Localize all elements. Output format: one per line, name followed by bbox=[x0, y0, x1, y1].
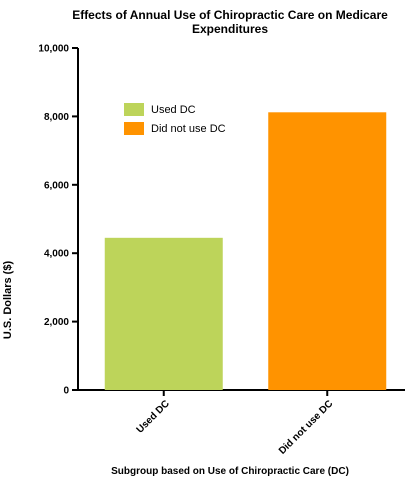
x-tick-label: Used DC bbox=[135, 398, 172, 435]
y-tick-label: 8,000 bbox=[44, 112, 69, 123]
y-tick-label: 4,000 bbox=[44, 249, 69, 260]
y-tick-label: 6,000 bbox=[44, 180, 69, 191]
legend-label-did-not-use-dc: Did not use DC bbox=[151, 122, 226, 135]
y-axis-label: U.S. Dollars ($) bbox=[2, 260, 14, 340]
legend-item-did-not-use-dc: Did not use DC bbox=[124, 119, 226, 138]
legend-item-used-dc: Used DC bbox=[124, 100, 226, 119]
legend-swatch-used-dc bbox=[124, 103, 144, 116]
bar-did-not-use-dc bbox=[268, 112, 387, 391]
y-tick-label: 10,000 bbox=[38, 44, 69, 55]
y-tick-label: 0 bbox=[63, 386, 69, 397]
legend-label-used-dc: Used DC bbox=[151, 103, 196, 116]
bar-used-dc bbox=[104, 237, 223, 390]
x-tick-label: Did not use DC bbox=[277, 398, 335, 456]
chart-title: Effects of Annual Use of Chiropractic Ca… bbox=[72, 8, 388, 36]
x-axis-label: Subgroup based on Use of Chiropractic Ca… bbox=[111, 466, 349, 477]
legend: Used DC Did not use DC bbox=[124, 100, 226, 138]
y-tick-label: 2,000 bbox=[44, 317, 69, 328]
y-ticks: 0 2,000 4,000 6,000 8,000 10,000 bbox=[38, 44, 78, 397]
x-ticks: Used DC Did not use DC bbox=[135, 390, 335, 457]
legend-swatch-did-not-use-dc bbox=[124, 122, 144, 135]
bars bbox=[104, 112, 387, 391]
